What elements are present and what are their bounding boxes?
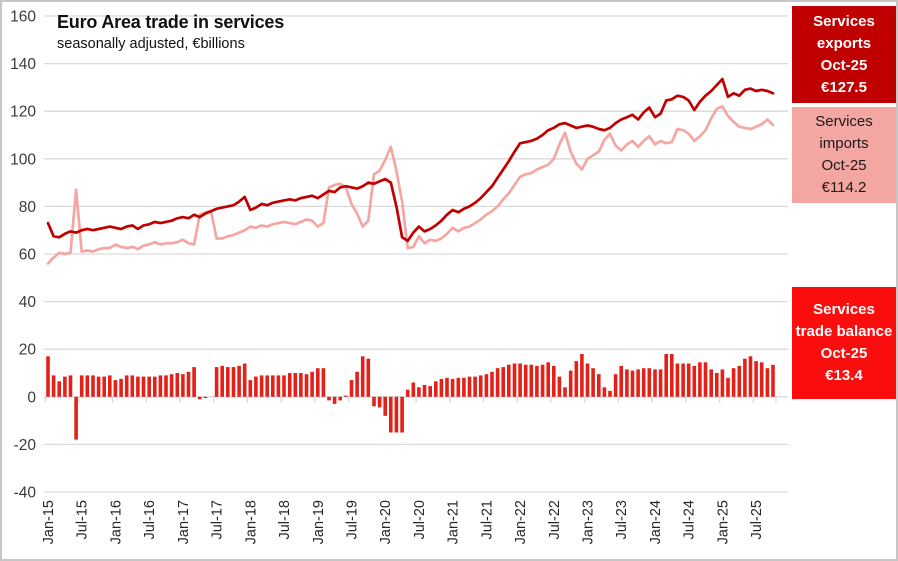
svg-text:Jul-16: Jul-16 bbox=[142, 500, 158, 540]
svg-text:Jul-19: Jul-19 bbox=[344, 500, 360, 540]
svg-text:Jul-24: Jul-24 bbox=[682, 500, 698, 540]
svg-text:Jan-23: Jan-23 bbox=[581, 500, 597, 544]
svg-text:Jul-20: Jul-20 bbox=[412, 500, 428, 540]
svg-text:40: 40 bbox=[19, 294, 37, 311]
svg-text:Jan-17: Jan-17 bbox=[176, 500, 192, 544]
svg-text:Jul-21: Jul-21 bbox=[479, 500, 495, 540]
imports-label-line2: imports bbox=[819, 135, 869, 152]
svg-text:Jan-21: Jan-21 bbox=[446, 500, 462, 544]
svg-text:Jan-15: Jan-15 bbox=[41, 500, 57, 544]
exports-label-line1: Services bbox=[813, 12, 875, 30]
svg-text:-40: -40 bbox=[14, 485, 37, 502]
svg-text:-20: -20 bbox=[14, 437, 37, 454]
svg-text:60: 60 bbox=[19, 247, 37, 264]
svg-text:Jul-22: Jul-22 bbox=[547, 500, 563, 540]
svg-text:Jul-25: Jul-25 bbox=[749, 500, 765, 540]
balance-label-date: Oct-25 bbox=[820, 345, 868, 362]
svg-text:Jan-16: Jan-16 bbox=[108, 500, 124, 544]
chart-header: Euro Area trade in services seasonally a… bbox=[57, 12, 284, 52]
imports-label-line1: Services bbox=[815, 113, 873, 130]
imports-label-box: Services imports Oct-25 €114.2 bbox=[792, 107, 896, 203]
svg-text:160: 160 bbox=[10, 9, 36, 26]
exports-label-value: €127.5 bbox=[821, 78, 867, 96]
svg-text:Jan-19: Jan-19 bbox=[311, 500, 327, 544]
svg-text:Jan-18: Jan-18 bbox=[243, 500, 259, 544]
svg-text:Jul-18: Jul-18 bbox=[277, 500, 293, 540]
svg-text:Jul-15: Jul-15 bbox=[75, 500, 91, 540]
svg-text:140: 140 bbox=[10, 56, 36, 73]
svg-text:Jul-23: Jul-23 bbox=[614, 500, 630, 540]
balance-label-line2: trade balance bbox=[795, 323, 893, 340]
svg-text:Jan-22: Jan-22 bbox=[513, 500, 529, 544]
svg-text:80: 80 bbox=[19, 199, 37, 216]
exports-label-box: Services exports Oct-25 €127.5 bbox=[792, 6, 896, 103]
svg-text:0: 0 bbox=[27, 389, 36, 406]
svg-text:20: 20 bbox=[19, 342, 37, 359]
exports-label-line2: exports bbox=[816, 34, 872, 52]
imports-label-date: Oct-25 bbox=[821, 157, 867, 174]
balance-label-line1: Services bbox=[813, 301, 875, 318]
svg-text:Jan-20: Jan-20 bbox=[378, 500, 394, 544]
chart-subtitle: seasonally adjusted, €billions bbox=[57, 36, 245, 52]
exports-label-date: Oct-25 bbox=[820, 56, 868, 74]
imports-label-value: €114.2 bbox=[821, 179, 867, 196]
balance-label-value: €13.4 bbox=[825, 367, 863, 384]
svg-text:Jul-17: Jul-17 bbox=[210, 500, 226, 540]
svg-text:100: 100 bbox=[10, 151, 36, 168]
svg-text:Jan-24: Jan-24 bbox=[648, 500, 664, 544]
svg-text:Jan-25: Jan-25 bbox=[715, 500, 731, 544]
chart-title: Euro Area trade in services bbox=[57, 12, 285, 32]
balance-label-box: Services trade balance Oct-25 €13.4 bbox=[792, 287, 896, 399]
svg-text:120: 120 bbox=[10, 104, 36, 121]
